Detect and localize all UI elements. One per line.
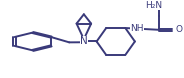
Text: O: O <box>176 25 183 34</box>
Text: NH: NH <box>130 24 144 33</box>
Text: N: N <box>80 37 88 46</box>
Text: H₂N: H₂N <box>146 1 163 10</box>
